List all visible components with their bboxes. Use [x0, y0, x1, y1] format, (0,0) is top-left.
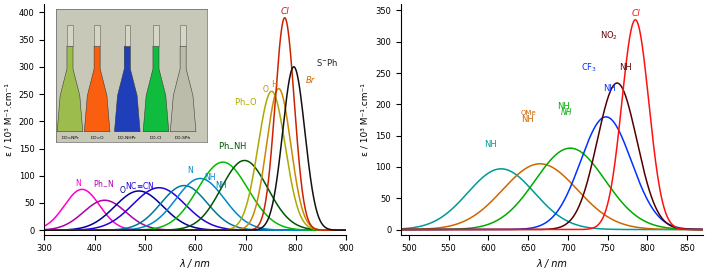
- Text: OMe: OMe: [520, 109, 536, 115]
- Text: NH: NH: [556, 102, 569, 111]
- Text: NH: NH: [603, 84, 616, 93]
- Text: N: N: [187, 166, 193, 175]
- Text: NC$≡$CN: NC$≡$CN: [125, 180, 155, 191]
- Text: H: H: [271, 80, 277, 88]
- Text: NH: NH: [561, 108, 572, 117]
- Text: NO$_2$: NO$_2$: [600, 29, 618, 42]
- X-axis label: λ / nm: λ / nm: [180, 259, 211, 269]
- Text: Ph$_{-}$NH: Ph$_{-}$NH: [218, 140, 247, 150]
- Text: S$^{-}$Ph: S$^{-}$Ph: [316, 57, 338, 68]
- Text: CF$_3$: CF$_3$: [581, 62, 597, 74]
- Text: NH: NH: [216, 182, 227, 191]
- Text: NH: NH: [484, 140, 497, 149]
- Text: NH: NH: [204, 173, 216, 182]
- Text: NH: NH: [619, 63, 632, 72]
- X-axis label: λ / nm: λ / nm: [537, 259, 568, 269]
- Text: Br: Br: [306, 76, 315, 85]
- Text: Ph$_{-}$N: Ph$_{-}$N: [93, 178, 115, 188]
- Text: Ph$_{-}$O: Ph$_{-}$O: [233, 96, 257, 106]
- Text: N: N: [76, 179, 81, 188]
- Text: O: O: [263, 85, 269, 94]
- Text: NH: NH: [521, 115, 534, 124]
- Y-axis label: ε / 10³ M⁻¹.cm⁻¹: ε / 10³ M⁻¹.cm⁻¹: [4, 83, 13, 156]
- Text: Cl: Cl: [281, 7, 289, 16]
- Text: Cl: Cl: [632, 9, 641, 18]
- Y-axis label: ε / 10³ M⁻¹.cm⁻¹: ε / 10³ M⁻¹.cm⁻¹: [361, 83, 370, 156]
- Text: O: O: [119, 186, 125, 195]
